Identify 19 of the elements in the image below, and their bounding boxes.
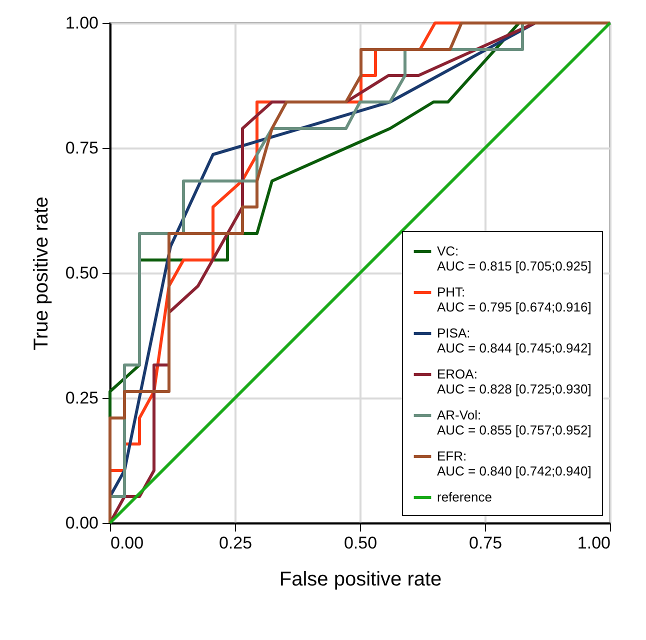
- x-axis-title: False positive rate: [279, 568, 442, 590]
- y-axis-title: True positive rate: [30, 196, 52, 350]
- legend-label: EFR: AUC = 0.840 [0.742;0.940]: [437, 448, 592, 478]
- y-tick-label: 0.00: [65, 514, 98, 532]
- y-tick-label: 0.75: [65, 138, 98, 158]
- y-tick-label: 0.50: [65, 264, 98, 282]
- legend-label: PISA: AUC = 0.844 [0.745;0.942]: [437, 326, 592, 356]
- x-tick-label: 0.00: [110, 534, 144, 552]
- legend-label: VC: AUC = 0.815 [0.705;0.925]: [437, 244, 592, 274]
- x-tick-label: 0.50: [344, 534, 378, 552]
- x-tick-label: 0.25: [218, 534, 252, 552]
- legend-label: AR-Vol: AUC = 0.855 [0.757;0.952]: [437, 408, 592, 438]
- x-tick-label: 0.75: [468, 534, 502, 552]
- legend-label: reference: [437, 490, 492, 504]
- y-tick-label: 1.00: [65, 14, 98, 32]
- legend-label: PHT: AUC = 0.795 [0.674;0.916]: [437, 284, 592, 314]
- y-tick-label: 0.25: [65, 388, 98, 408]
- legend-label: EROA: AUC = 0.828 [0.725;0.930]: [437, 366, 592, 396]
- x-tick-label: 1.00: [577, 534, 610, 552]
